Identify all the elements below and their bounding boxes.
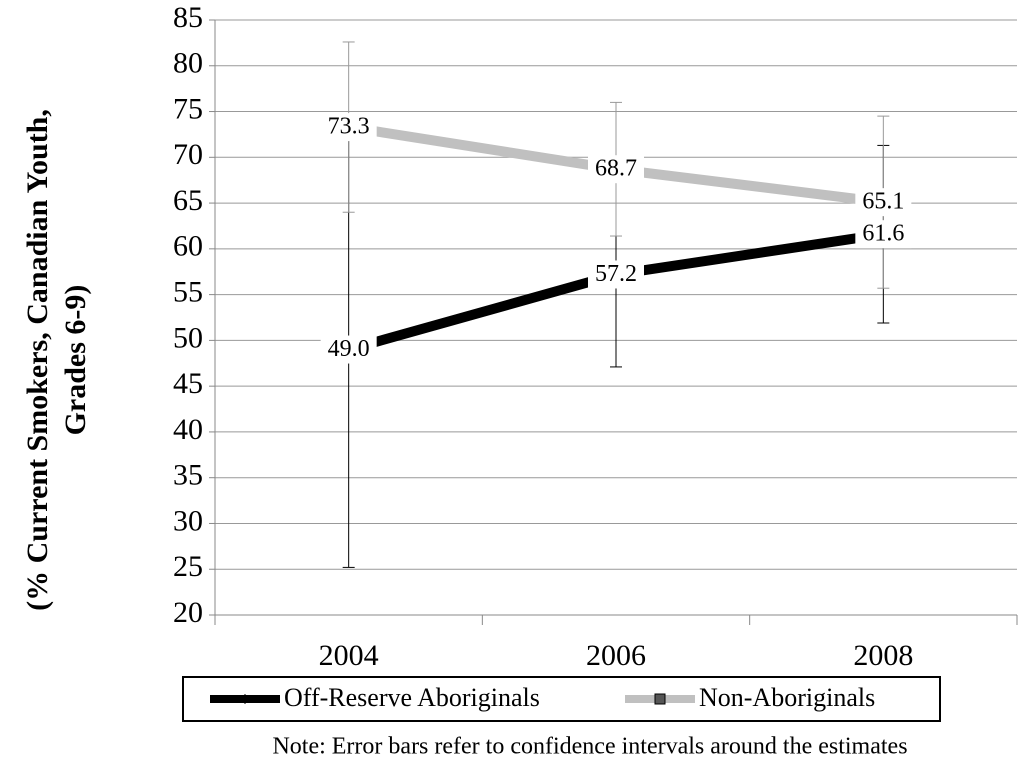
y-tick-label: 30 — [173, 504, 203, 537]
data-label-bg — [320, 335, 377, 364]
x-tick-label: 2004 — [319, 639, 379, 672]
legend-box — [182, 676, 941, 722]
y-tick-label: 60 — [173, 230, 203, 263]
y-tick-label: 20 — [173, 596, 203, 629]
legend-label: Off-Reserve Aboriginals — [284, 683, 540, 712]
x-tick-label: 2006 — [586, 639, 646, 672]
y-tick-label: 75 — [173, 92, 203, 125]
data-label-bg — [588, 260, 644, 289]
y-tick-label: 85 — [173, 1, 203, 34]
x-tick-label: 2008 — [853, 639, 913, 672]
y-tick-label: 45 — [173, 367, 203, 400]
y-tick-label: 55 — [173, 276, 203, 309]
data-label: 73.3 — [328, 114, 370, 140]
data-label: 68.7 — [595, 156, 637, 182]
legend-label: Non-Aboriginals — [699, 683, 875, 712]
y-axis-title: (% Current Smokers, Canadian Youth, — [21, 109, 54, 611]
y-tick-label: 50 — [173, 321, 203, 354]
y-axis-title: Grades 6-9) — [59, 285, 92, 436]
data-label: 49.0 — [328, 336, 370, 362]
legend-marker — [240, 694, 250, 704]
y-tick-label: 70 — [173, 138, 203, 171]
data-label-bg — [320, 113, 377, 142]
legend-marker — [654, 693, 666, 705]
y-tick-label: 25 — [173, 550, 203, 583]
data-label: 61.6 — [862, 221, 904, 247]
data-label: 57.2 — [595, 261, 637, 287]
data-label-bg — [855, 220, 912, 249]
note: Note: Error bars refer to confidence int… — [272, 734, 907, 760]
data-label-bg — [588, 155, 644, 184]
y-tick-label: 65 — [173, 184, 203, 217]
y-tick-label: 80 — [173, 47, 203, 80]
y-tick-label: 40 — [173, 413, 203, 446]
data-label-bg — [855, 188, 912, 217]
y-tick-label: 35 — [173, 459, 203, 492]
data-label: 65.1 — [862, 189, 904, 215]
